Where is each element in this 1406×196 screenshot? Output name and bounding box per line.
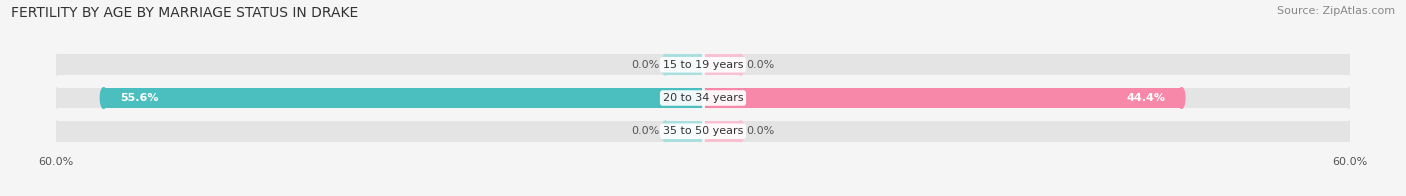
Circle shape [1347,121,1353,142]
Circle shape [662,54,669,75]
Circle shape [1178,88,1185,108]
Bar [703,121,1350,142]
Text: 0.0%: 0.0% [747,126,775,136]
Bar [104,88,703,108]
Circle shape [53,88,59,108]
Circle shape [1347,88,1353,108]
Circle shape [53,121,59,142]
Text: 0.0%: 0.0% [631,126,659,136]
Circle shape [737,54,744,75]
Text: Source: ZipAtlas.com: Source: ZipAtlas.com [1277,6,1395,16]
Bar [703,88,1181,108]
Text: 15 to 19 years: 15 to 19 years [662,60,744,70]
Bar [665,121,703,142]
Text: 0.0%: 0.0% [747,60,775,70]
Bar [703,121,741,142]
Circle shape [1347,54,1353,75]
Bar [703,88,1350,108]
Text: 44.4%: 44.4% [1126,93,1166,103]
Text: 55.6%: 55.6% [120,93,159,103]
Circle shape [737,121,744,142]
Bar [703,54,1350,75]
Bar [703,54,741,75]
Text: 35 to 50 years: 35 to 50 years [662,126,744,136]
Circle shape [662,121,669,142]
Bar [665,54,703,75]
Text: 20 to 34 years: 20 to 34 years [662,93,744,103]
Bar [56,121,703,142]
Bar [56,54,703,75]
Circle shape [100,88,107,108]
Text: FERTILITY BY AGE BY MARRIAGE STATUS IN DRAKE: FERTILITY BY AGE BY MARRIAGE STATUS IN D… [11,6,359,20]
Bar [56,88,703,108]
Text: 0.0%: 0.0% [631,60,659,70]
Circle shape [53,54,59,75]
